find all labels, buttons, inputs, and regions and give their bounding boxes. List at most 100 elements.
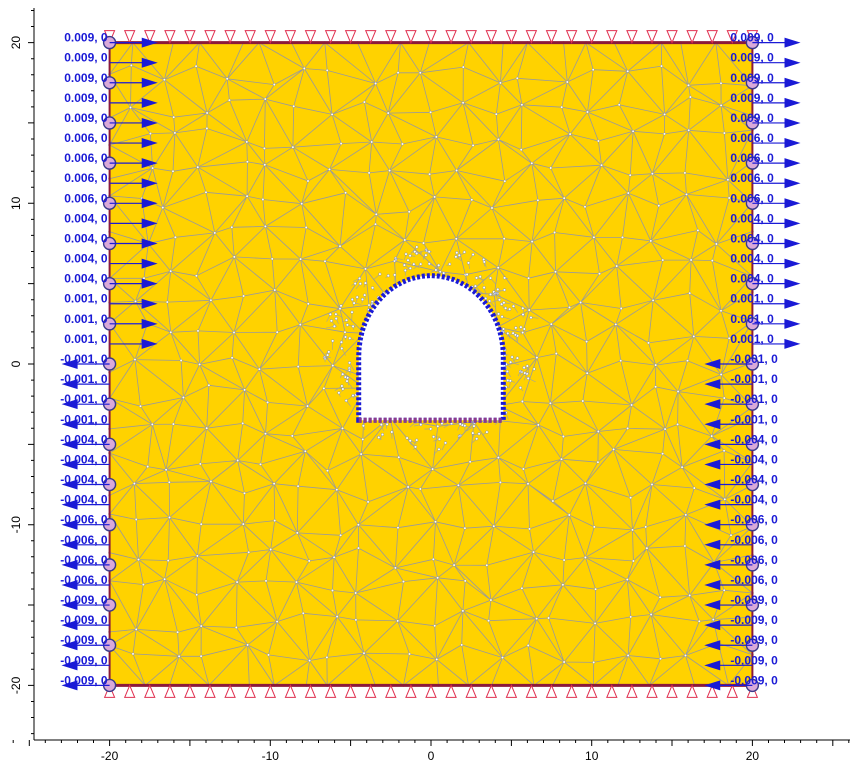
left-load-label: -0.001, 0 xyxy=(60,352,108,366)
right-load-arrowhead xyxy=(704,459,721,470)
left-load-arrowhead xyxy=(141,298,158,309)
right-load-label: 0.001, 0 xyxy=(730,312,774,326)
left-load-label: -0.004, 0 xyxy=(60,452,108,466)
left-load-label: 0.006, 0 xyxy=(64,151,108,165)
right-load-label: 0.009, 0 xyxy=(730,31,774,45)
left-load-arrowhead xyxy=(141,37,158,48)
right-load-label: -0.009, 0 xyxy=(730,633,778,647)
left-load-label: -0.004, 0 xyxy=(60,473,108,487)
right-load-label: 0.004, 0 xyxy=(730,211,774,225)
right-load-arrowhead xyxy=(784,158,801,169)
right-load-arrowhead xyxy=(704,379,721,390)
right-load-label: -0.009, 0 xyxy=(730,673,778,687)
left-load-arrowhead xyxy=(61,519,78,530)
right-load-arrowhead xyxy=(784,258,801,269)
left-load-label: 0.004, 0 xyxy=(64,272,108,286)
right-load-arrowhead xyxy=(784,37,801,48)
left-load-arrowhead xyxy=(141,77,158,88)
left-load-arrowhead xyxy=(141,97,158,108)
right-load-label: 0.009, 0 xyxy=(730,91,774,105)
left-load-arrowhead xyxy=(61,359,78,369)
left-load-label: -0.001, 0 xyxy=(60,392,108,406)
x-tick-label: 10 xyxy=(585,749,599,762)
right-load-label: -0.001, 0 xyxy=(730,372,778,386)
left-load-label: -0.006, 0 xyxy=(60,513,108,527)
left-load-label: 0.001, 0 xyxy=(64,312,108,326)
left-load-arrowhead xyxy=(61,459,78,470)
right-load-arrowhead xyxy=(784,178,801,189)
right-load-label: 0.004, 0 xyxy=(730,252,774,266)
left-load-label: -0.009, 0 xyxy=(60,593,108,607)
right-load-label: -0.001, 0 xyxy=(730,412,778,426)
right-load-arrowhead xyxy=(784,278,801,289)
right-load-label: 0.004, 0 xyxy=(730,231,774,245)
axis-ticks: -20 -10 0 10 20 20 10 0 -10 -20 xyxy=(9,10,850,763)
right-load-arrowhead xyxy=(784,198,801,209)
right-load-arrowhead xyxy=(784,318,801,329)
left-load-arrowhead xyxy=(141,198,158,209)
left-load-arrowhead xyxy=(61,399,78,410)
left-load-arrowhead xyxy=(61,439,78,450)
left-load-label: 0.004, 0 xyxy=(64,252,108,266)
left-load-label: 0.009, 0 xyxy=(64,51,108,65)
left-load-arrowhead xyxy=(61,559,78,570)
right-load-arrowhead xyxy=(704,579,721,590)
right-load-arrowhead xyxy=(704,359,721,369)
right-load-label: -0.004, 0 xyxy=(730,432,778,446)
left-load-label: 0.006, 0 xyxy=(64,171,108,185)
right-load-label: 0.009, 0 xyxy=(730,71,774,85)
left-load-label: 0.004, 0 xyxy=(64,231,108,245)
right-load-label: -0.006, 0 xyxy=(730,533,778,547)
right-load-label: -0.004, 0 xyxy=(730,493,778,507)
y-tick-label: -20 xyxy=(9,676,23,694)
right-load-label: -0.009, 0 xyxy=(730,593,778,607)
x-tick-label: 20 xyxy=(746,749,760,762)
left-load-label: -0.004, 0 xyxy=(60,432,108,446)
left-load-arrowhead xyxy=(61,479,78,490)
left-load-label: -0.009, 0 xyxy=(60,613,108,627)
left-load-arrowhead xyxy=(61,579,78,590)
left-load-arrowhead xyxy=(61,680,78,691)
left-load-arrowhead xyxy=(141,238,158,249)
left-load-arrowhead xyxy=(61,539,78,550)
right-load-label: -0.001, 0 xyxy=(730,352,778,366)
right-load-label: 0.006, 0 xyxy=(730,171,774,185)
right-load-arrowhead xyxy=(704,419,721,430)
right-load-arrowhead xyxy=(784,117,801,128)
left-load-label: 0.009, 0 xyxy=(64,111,108,125)
left-load-label: 0.009, 0 xyxy=(64,71,108,85)
right-load-arrowhead xyxy=(704,559,721,570)
right-boundary-loads: 0.009, 0 0.009, 0 0.009, 0 0.009, 0 0.009, 0… xyxy=(704,31,801,691)
left-load-arrowhead xyxy=(141,158,158,169)
left-load-label: -0.001, 0 xyxy=(60,412,108,426)
right-load-arrowhead xyxy=(704,660,721,671)
left-load-arrowhead xyxy=(61,640,78,651)
right-load-arrowhead xyxy=(704,439,721,450)
right-load-label: -0.004, 0 xyxy=(730,473,778,487)
x-tick-label: -20 xyxy=(101,749,119,762)
right-load-label: -0.004, 0 xyxy=(730,452,778,466)
left-load-label: 0.009, 0 xyxy=(64,31,108,45)
right-load-arrowhead xyxy=(704,620,721,631)
right-load-arrowhead xyxy=(704,479,721,490)
left-load-arrowhead xyxy=(141,218,158,229)
left-load-label: -0.006, 0 xyxy=(60,573,108,587)
left-load-arrowhead xyxy=(141,138,158,149)
left-load-label: 0.004, 0 xyxy=(64,211,108,225)
right-load-arrowhead xyxy=(704,539,721,550)
right-load-arrowhead xyxy=(784,298,801,309)
right-load-label: 0.004, 0 xyxy=(730,272,774,286)
y-tick-label: 20 xyxy=(9,36,23,50)
left-load-label: 0.009, 0 xyxy=(64,91,108,105)
left-load-arrowhead xyxy=(61,379,78,390)
left-load-arrowhead xyxy=(61,600,78,611)
left-load-arrowhead xyxy=(141,57,158,68)
right-load-label: 0.001, 0 xyxy=(730,292,774,306)
right-load-label: -0.006, 0 xyxy=(730,513,778,527)
right-load-label: 0.006, 0 xyxy=(730,151,774,165)
right-load-label: -0.001, 0 xyxy=(730,392,778,406)
right-load-label: -0.006, 0 xyxy=(730,553,778,567)
right-load-label: -0.006, 0 xyxy=(730,573,778,587)
